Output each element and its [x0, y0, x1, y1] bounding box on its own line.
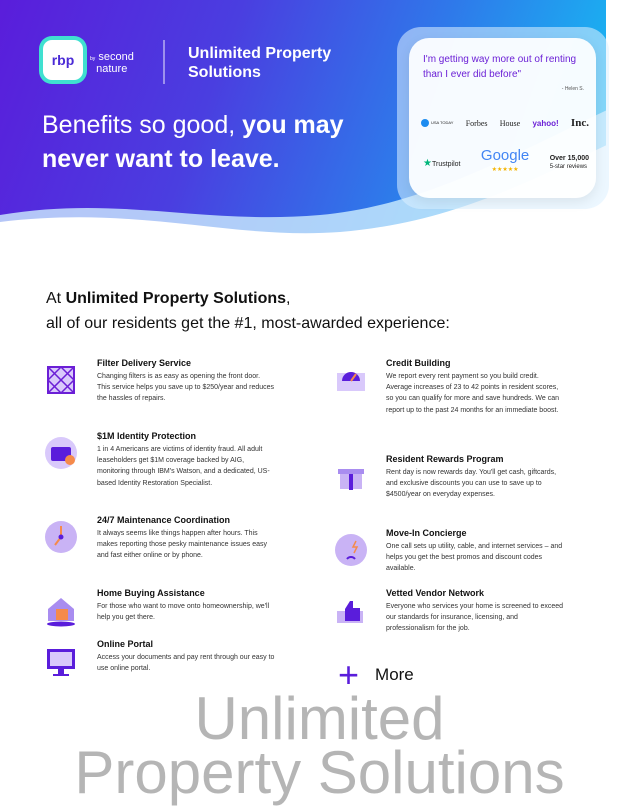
benefit-title: Vetted Vendor Network: [386, 588, 485, 598]
reviews-count: Over 15,000 5-star reviews: [549, 155, 589, 170]
wave-decoration: [0, 110, 606, 245]
benefit-item: $1M Identity Protection 1 in 4 Americans …: [97, 431, 275, 489]
more-label: More: [375, 665, 414, 684]
plus-icon: +: [338, 654, 360, 695]
second-nature-logo: by second nature: [90, 51, 134, 75]
benefit-description: We report every rent payment so you buil…: [386, 373, 560, 414]
watermark-line2: Property Solutions: [74, 739, 565, 806]
inc-logo: Inc.: [570, 117, 589, 129]
brand-name: Unlimited Property Solutions: [188, 44, 331, 82]
press-logos: USA TODAY Forbes House yahoo! Inc.: [421, 117, 589, 129]
benefit-item: Home Buying Assistance For those who want…: [97, 588, 275, 623]
company-name: Unlimited Property Solutions: [65, 290, 287, 307]
filter-icon: [44, 363, 78, 397]
benefit-title: Resident Rewards Program: [386, 454, 504, 464]
utilities-icon: [334, 533, 368, 567]
benefit-item: Resident Rewards Program Rent day is now …: [386, 454, 564, 501]
watermark-line1: Unlimited: [194, 685, 445, 752]
benefit-title: Credit Building: [386, 358, 451, 368]
benefit-description: Changing filters is as easy as opening t…: [97, 373, 275, 403]
headline-light: Benefits so good,: [42, 111, 236, 139]
usa-today-logo: USA TODAY: [421, 119, 453, 127]
yahoo-logo: yahoo!: [532, 118, 559, 128]
trustpilot-logo: ★Trustpilot: [423, 157, 461, 169]
headline-bold2: never want to leave.: [42, 145, 280, 173]
benefit-title: Filter Delivery Service: [97, 358, 192, 368]
intro-heading: At Unlimited Property Solutions, all of …: [46, 290, 450, 332]
star-icon: ★: [423, 157, 432, 169]
benefit-item: Vetted Vendor Network Everyone who servic…: [386, 588, 564, 635]
house-icon: [44, 593, 78, 627]
benefit-description: One call sets up utility, cable, and int…: [386, 543, 563, 573]
house-logo: House: [499, 118, 521, 128]
benefit-item: Filter Delivery Service Changing filters …: [97, 358, 275, 405]
google-logo: Google ★★★★★: [481, 148, 529, 177]
benefit-description: Everyone who services your home is scree…: [386, 603, 564, 633]
gift-icon: [334, 459, 368, 493]
benefit-title: Online Portal: [97, 639, 154, 649]
benefit-description: For those who want to move onto homeowne…: [97, 603, 270, 622]
clock-icon: [44, 520, 78, 554]
by-text: by: [90, 56, 96, 62]
benefit-item: Move-In Concierge One call sets up utilit…: [386, 528, 564, 575]
testimonial-quote: I'm getting way more out of renting than…: [423, 54, 577, 80]
rbp-logo: rbp: [43, 40, 83, 80]
testimonial-card: I'm getting way more out of renting than…: [409, 38, 596, 198]
brand-line1: Unlimited Property: [188, 45, 332, 62]
watermark: Property Solutions: [0, 739, 639, 806]
benefit-title: $1M Identity Protection: [97, 431, 197, 441]
headline-bold1: you may: [242, 111, 344, 139]
brand-line2: Solutions: [188, 64, 261, 81]
benefit-description: 1 in 4 Americans are victims of identity…: [97, 446, 270, 487]
headline: Benefits so good, you may never want to l…: [42, 108, 402, 176]
monitor-icon: [44, 644, 78, 678]
benefit-item: Credit Building We report every rent paym…: [386, 358, 564, 416]
benefit-description: It always seems like things happen after…: [97, 530, 268, 560]
gauge-icon: [334, 363, 368, 397]
partner-line1: second: [98, 51, 134, 63]
benefit-item: Online Portal Access your documents and p…: [97, 639, 275, 674]
watermark: Unlimited: [0, 685, 639, 752]
stars-icon: ★★★★★: [491, 167, 519, 173]
partner-line2: nature: [96, 63, 128, 75]
thumbs-up-icon: [334, 593, 368, 627]
divider: [163, 40, 165, 84]
benefit-title: Home Buying Assistance: [97, 588, 205, 598]
testimonial-author: - Helen S.: [561, 86, 584, 92]
benefit-title: 24/7 Maintenance Coordination: [97, 515, 231, 525]
benefit-item: 24/7 Maintenance Coordination It always s…: [97, 515, 275, 562]
logo-text: rbp: [51, 52, 75, 68]
more-button[interactable]: + More: [338, 654, 414, 695]
reviews-row: ★Trustpilot Google ★★★★★ Over 15,000 5-sta…: [423, 148, 589, 177]
forbes-logo: Forbes: [465, 118, 488, 128]
benefit-description: Access your documents and pay rent throu…: [97, 654, 275, 673]
benefit-description: Rent day is now rewards day. You'll get …: [386, 469, 557, 499]
intro-line2: all of our residents get the #1, most-aw…: [46, 315, 450, 332]
benefit-title: Move-In Concierge: [386, 528, 467, 538]
id-badge-icon: [44, 436, 78, 470]
